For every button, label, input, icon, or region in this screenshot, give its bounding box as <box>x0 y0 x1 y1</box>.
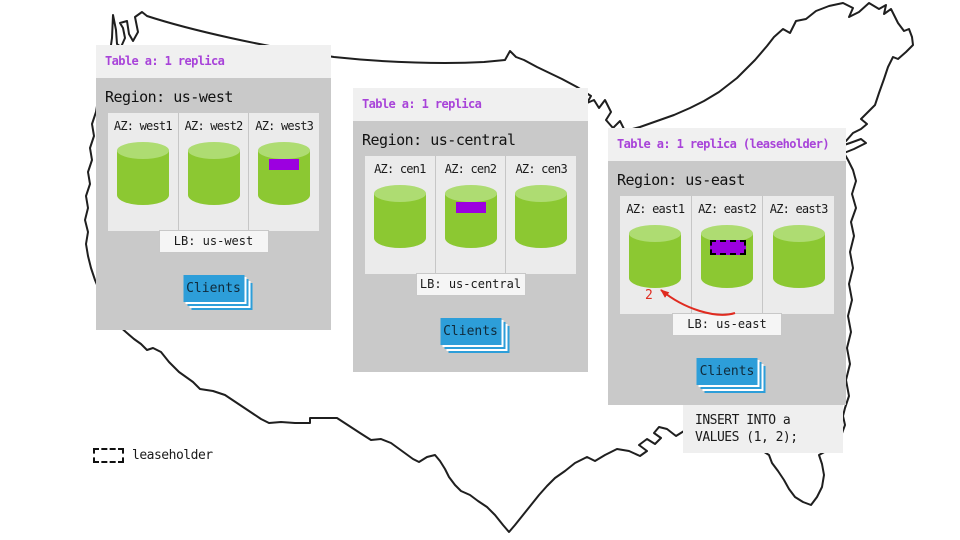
database-cylinder <box>444 185 497 248</box>
az-label: AZ: west2 <box>184 119 244 133</box>
az-label: AZ: cen1 <box>374 162 426 176</box>
database-cylinder <box>258 142 311 205</box>
database-cylinder <box>515 185 568 248</box>
legend: leaseholder <box>93 448 213 463</box>
region-panel-us-east: Table a: 1 replica (leaseholder) Region:… <box>608 128 846 405</box>
cylinder-top <box>515 185 568 202</box>
az-label: AZ: cen2 <box>444 162 497 176</box>
az-label: AZ: east3 <box>769 202 829 216</box>
region-panel-us-west: Table a: 1 replica Region: us-west AZ: w… <box>96 45 331 330</box>
cylinder-body <box>772 233 825 288</box>
database-cylinder <box>373 185 426 248</box>
cylinder-body <box>116 150 169 205</box>
cylinder-top <box>629 225 682 242</box>
replica-bar <box>269 159 300 170</box>
database-cylinder <box>187 142 240 205</box>
database-cylinder <box>629 225 682 288</box>
region-label: Region: us-central <box>362 131 516 149</box>
cylinder-top <box>373 185 426 202</box>
table-replica-header: Table a: 1 replica <box>353 88 588 121</box>
cylinder-top <box>772 225 825 242</box>
az-label: AZ: east1 <box>626 202 685 216</box>
region-label: Region: us-west <box>105 88 233 106</box>
az-label: AZ: east2 <box>698 202 757 216</box>
load-balancer-box: LB: us-east <box>672 313 782 336</box>
table-replica-header-label: Table a: 1 replica (leaseholder) <box>617 137 830 151</box>
az-box-west1: AZ: west1 <box>108 113 178 231</box>
replica-bar <box>455 202 486 213</box>
region-label: Region: us-east <box>617 171 745 189</box>
az-box-west2: AZ: west2 <box>177 113 249 231</box>
load-balancer-box: LB: us-central <box>415 273 526 296</box>
clients-button-stack: Clients <box>183 275 244 302</box>
cylinder-body <box>373 193 426 248</box>
database-cylinder <box>701 225 753 288</box>
region-body: Region: us-west AZ: west1 AZ: west2 <box>96 78 331 330</box>
table-replica-header: Table a: 1 replica <box>96 45 331 78</box>
az-box-east1: AZ: east1 <box>620 196 691 314</box>
load-balancer-box: LB: us-west <box>158 230 269 253</box>
az-box-cen2: AZ: cen2 <box>434 156 506 274</box>
table-replica-header-label: Table a: 1 replica <box>362 97 482 111</box>
clients-button-stack: Clients <box>440 318 501 345</box>
cylinder-top <box>116 142 169 159</box>
sql-line-1: INSERT INTO a <box>695 413 791 428</box>
az-label: AZ: west1 <box>113 119 173 133</box>
az-box-cen1: AZ: cen1 <box>365 156 435 274</box>
az-label: AZ: west3 <box>255 119 314 133</box>
az-row: AZ: west1 AZ: west2 AZ: west3 <box>108 113 320 231</box>
az-row: AZ: east1 AZ: east2 AZ: east3 <box>620 196 835 314</box>
az-box-west3: AZ: west3 <box>248 113 320 231</box>
az-box-east3: AZ: east3 <box>762 196 835 314</box>
az-row: AZ: cen1 AZ: cen2 AZ: cen3 <box>365 156 577 274</box>
leaseholder-replica-bar <box>710 240 746 255</box>
cylinder-top <box>258 142 311 159</box>
sql-line-2: VALUES (1, 2); <box>695 430 798 445</box>
cylinder-body <box>515 193 568 248</box>
cylinder-top <box>187 142 240 159</box>
leaseholder-label: leaseholder <box>132 448 213 463</box>
region-body: Region: us-central AZ: cen1 AZ: cen2 <box>353 121 588 372</box>
az-label: AZ: cen3 <box>515 162 567 176</box>
cylinder-body <box>187 150 240 205</box>
database-cylinder <box>116 142 169 205</box>
region-panel-us-central: Table a: 1 replica Region: us-central AZ… <box>353 88 588 372</box>
table-replica-header: Table a: 1 replica (leaseholder) <box>608 128 846 161</box>
table-replica-header-label: Table a: 1 replica <box>105 54 225 68</box>
database-cylinder <box>772 225 825 288</box>
az-box-cen3: AZ: cen3 <box>505 156 577 274</box>
cylinder-body <box>629 233 682 288</box>
cylinder-top <box>444 185 497 202</box>
clients-button-stack: Clients <box>696 358 758 385</box>
cylinder-top <box>701 225 753 242</box>
sql-statement-box: INSERT INTO a VALUES (1, 2); <box>683 405 843 453</box>
region-body: Region: us-east AZ: east1 AZ: east2 <box>608 161 846 405</box>
leaseholder-swatch-icon <box>93 448 124 463</box>
az-box-east2: AZ: east2 <box>690 196 763 314</box>
